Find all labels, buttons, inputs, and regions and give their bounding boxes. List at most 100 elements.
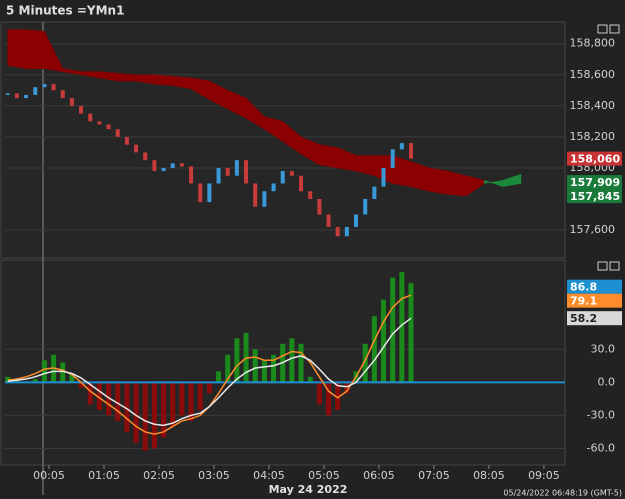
- candle: [106, 124, 111, 130]
- chart-title: 5 Minutes =YMn1: [6, 4, 124, 18]
- histogram-bar: [41, 360, 47, 383]
- histogram-bar: [142, 382, 148, 451]
- histogram-bar: [390, 277, 396, 383]
- histogram-bar: [289, 338, 295, 383]
- candle: [244, 160, 249, 184]
- candle: [354, 214, 359, 227]
- candle: [207, 183, 212, 203]
- candle: [280, 171, 285, 184]
- histogram-bar: [261, 360, 267, 383]
- price-flag-label: 58.2: [570, 312, 597, 325]
- price-flag-label: 79.1: [570, 295, 597, 308]
- cloud-segment: [7, 29, 27, 69]
- candle: [14, 93, 19, 99]
- cloud-segment: [502, 173, 522, 187]
- price-flag-label: 157,845: [570, 190, 620, 203]
- cloud-segment: [429, 167, 448, 195]
- candle: [399, 143, 404, 150]
- histogram-bar: [271, 354, 277, 383]
- y-tick-label: 158,600: [570, 68, 616, 81]
- histogram-bar: [298, 343, 304, 383]
- histogram-bar: [87, 382, 93, 405]
- panel-icons[interactable]: [597, 24, 620, 271]
- x-tick-label: 00:05: [33, 469, 65, 482]
- close-icon[interactable]: [609, 261, 620, 271]
- y-tick-label: -60.0: [587, 441, 615, 454]
- histogram-bar: [307, 376, 313, 383]
- histogram-bar: [124, 382, 130, 432]
- histogram-bar: [188, 382, 194, 421]
- candle: [124, 136, 129, 145]
- histogram-bar: [14, 380, 20, 383]
- histogram-bar: [197, 382, 203, 410]
- candle: [253, 183, 258, 207]
- price-flag-label: 86.8: [570, 281, 597, 294]
- close-icon[interactable]: [609, 24, 620, 34]
- cloud-segment: [25, 29, 45, 69]
- y-tick-label: -30.0: [587, 408, 615, 421]
- candle: [344, 226, 349, 237]
- x-tick-label: 04:05: [253, 469, 285, 482]
- indicator-line: [7, 317, 412, 427]
- y-tick-label: 158,800: [570, 37, 616, 50]
- candle: [143, 152, 148, 161]
- histogram-bar: [371, 316, 377, 383]
- candle: [170, 163, 175, 168]
- histogram-bar: [32, 379, 38, 383]
- histogram-bar: [381, 299, 387, 383]
- cloud-segment: [319, 144, 338, 169]
- histogram-bar: [133, 382, 139, 443]
- histogram-bar: [170, 382, 176, 427]
- price-flag: [567, 151, 622, 166]
- candle: [299, 175, 304, 192]
- histogram-bar: [335, 382, 341, 410]
- candle: [308, 191, 313, 199]
- histogram-bar: [106, 382, 112, 416]
- candle: [161, 167, 166, 172]
- x-tick-label: 01:05: [88, 469, 120, 482]
- y-tick-label: 158,200: [570, 130, 616, 143]
- x-tick-label: 02:05: [143, 469, 175, 482]
- histogram-bar: [326, 382, 332, 416]
- histogram-bar: [362, 343, 368, 383]
- price-flag: [567, 175, 622, 190]
- candle: [234, 160, 239, 176]
- candle: [60, 90, 65, 99]
- candle: [88, 113, 93, 122]
- timestamp: 05/24/2022 06:48:19 (GMT-5): [503, 489, 622, 498]
- price-flag-label: 158,060: [570, 153, 620, 166]
- candle: [69, 98, 74, 106]
- histogram-bar: [69, 373, 75, 383]
- x-tick-label: 03:05: [198, 469, 230, 482]
- cloud-segment: [447, 170, 467, 197]
- candle: [390, 149, 395, 168]
- candle: [262, 191, 267, 207]
- candle: [5, 93, 10, 95]
- candle: [381, 167, 386, 187]
- histogram-bar: [316, 382, 322, 405]
- histogram-bar: [78, 382, 84, 388]
- y-tick-label: 0.0: [598, 375, 616, 388]
- restore-icon[interactable]: [597, 261, 608, 271]
- candle: [79, 105, 84, 114]
- candle: [198, 183, 203, 203]
- candle: [42, 84, 47, 88]
- candle: [372, 186, 377, 199]
- histogram-bar: [115, 382, 121, 421]
- price-flag: [567, 311, 622, 326]
- candle: [335, 226, 340, 237]
- histogram-bar: [179, 382, 185, 416]
- restore-icon[interactable]: [597, 24, 608, 34]
- price-flag-label: 157,909: [570, 176, 620, 189]
- histogram-bar: [408, 283, 414, 383]
- x-tick-label: 08:05: [473, 469, 505, 482]
- histogram-bar: [206, 382, 212, 394]
- candle: [363, 199, 368, 215]
- price-flag: [567, 189, 622, 204]
- candle: [409, 143, 414, 159]
- histogram-bar: [161, 382, 167, 438]
- histogram-bar: [234, 338, 240, 383]
- cloud-segment: [117, 72, 137, 82]
- candle: [24, 94, 29, 99]
